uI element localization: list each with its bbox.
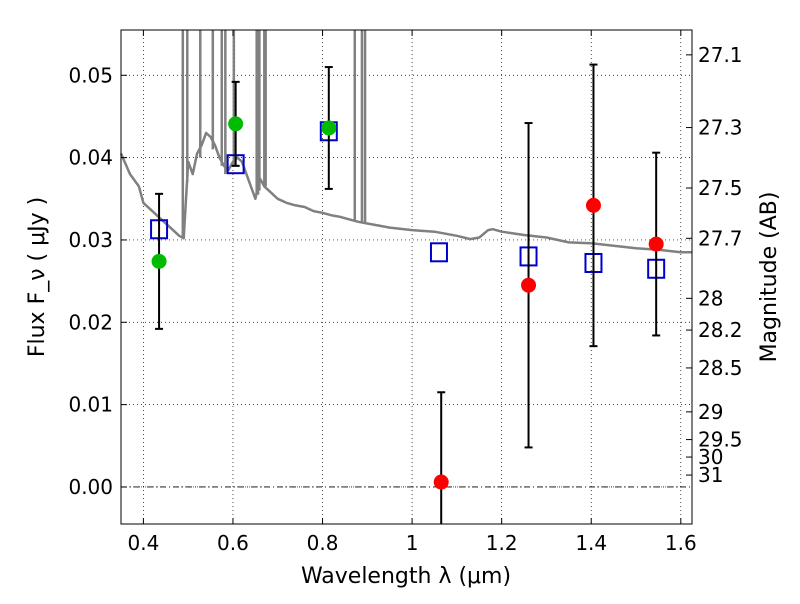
photometry-point	[521, 277, 537, 293]
y2-tick-label: 29	[698, 400, 723, 424]
y-tick-label: 0.03	[68, 228, 113, 252]
y-tick-label: 0.04	[68, 146, 113, 170]
y2-tick-label: 27.3	[698, 116, 743, 140]
x-tick-label: 1.6	[665, 531, 697, 555]
y2-tick-label: 27.1	[698, 43, 743, 67]
photometry-point	[433, 474, 449, 490]
photometry-point	[151, 253, 167, 269]
y-tick-label: 0.02	[68, 310, 113, 334]
model-photometry-square	[429, 242, 448, 263]
y2-tick-label: 30	[698, 445, 723, 469]
x-tick-label: 1.2	[486, 531, 518, 555]
y2-tick-label: 27.7	[698, 226, 743, 250]
y2-tick-label: 27.5	[698, 176, 743, 200]
plot-frame	[120, 29, 693, 525]
x-tick-label: 1	[406, 531, 419, 555]
grid	[121, 30, 692, 524]
axes: 0.4 0.6 0.8 1 1.2 1.4 1.6 0.00 0.01 0.02 0.03 0.04 0…	[68, 30, 743, 555]
x-tick-label: 1.4	[575, 531, 607, 555]
photometry-point	[228, 116, 244, 132]
y-axis-label: Flux F_ν ( μJy )	[25, 197, 50, 357]
y-tick-label: 0.00	[68, 475, 113, 499]
y2-tick-label: 31	[698, 463, 723, 487]
photometry-point	[321, 120, 337, 136]
y2-tick-label: 28.5	[698, 356, 743, 380]
y2-tick-label: 28.2	[698, 318, 743, 342]
data-series	[119, 30, 692, 524]
spectrum-line	[119, 131, 692, 254]
y2-tick-label: 28	[698, 286, 723, 310]
y2-tick-label: 29.5	[698, 428, 743, 452]
photometry-point	[585, 197, 601, 213]
x-tick-label: 0.4	[127, 531, 159, 555]
y-tick-label: 0.05	[68, 63, 113, 87]
y-tick-label: 0.01	[68, 393, 113, 417]
y2-axis-label: Magnitude (AB)	[757, 192, 782, 363]
photometry-point	[648, 236, 664, 252]
x-tick-label: 0.8	[307, 531, 339, 555]
x-tick-label: 0.6	[217, 531, 249, 555]
x-axis-label: Wavelength λ (μm)	[301, 564, 511, 589]
plot-background	[121, 30, 692, 524]
